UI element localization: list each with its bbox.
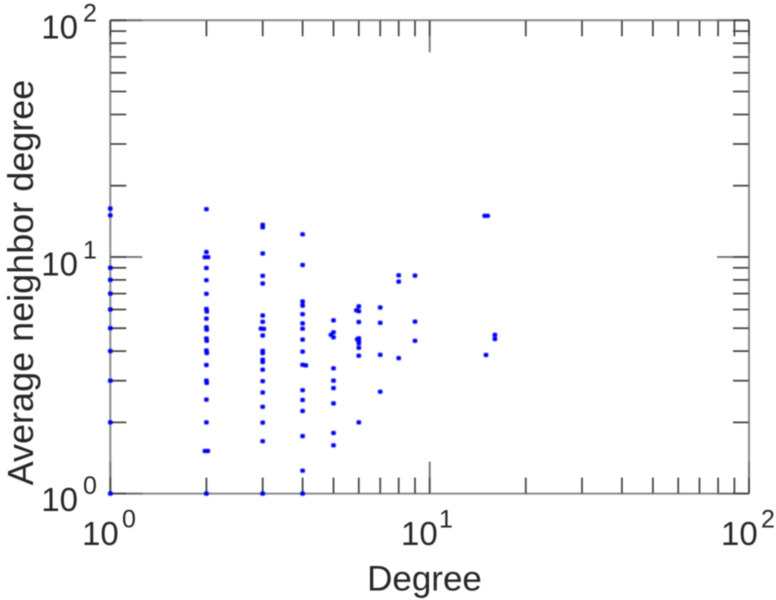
svg-text:2: 2 (83, 0, 97, 28)
svg-text:Average neighbor degree: Average neighbor degree (0, 80, 41, 486)
svg-text:Degree: Degree (367, 560, 482, 599)
svg-text:10: 10 (41, 9, 78, 46)
svg-text:1: 1 (83, 237, 97, 265)
svg-text:10: 10 (82, 515, 119, 552)
svg-text:10: 10 (401, 515, 438, 552)
svg-text:2: 2 (761, 506, 775, 534)
svg-text:1: 1 (439, 506, 453, 534)
svg-text:10: 10 (41, 246, 78, 283)
svg-text:10: 10 (721, 515, 758, 552)
svg-text:0: 0 (122, 506, 136, 534)
svg-text:10: 10 (41, 481, 78, 518)
svg-text:0: 0 (83, 472, 97, 500)
